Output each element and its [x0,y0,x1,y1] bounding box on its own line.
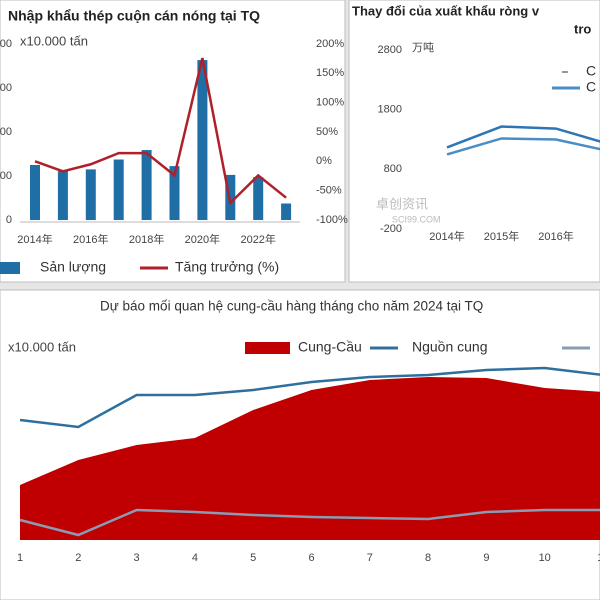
bar [57,171,68,220]
y2-tick-label: -100% [316,214,348,226]
bar [30,165,40,220]
watermark: SCI99.COM [392,214,441,224]
x-tick-label: 10 [539,552,551,564]
x-tick-label: 4 [192,552,198,564]
y2-tick-label: 150% [316,67,344,79]
x-tick-label: 8 [425,552,431,564]
line [446,125,600,149]
legend-label: Nguồn cung [412,339,488,355]
watermark: 卓创资讯 [376,196,428,211]
y2-tick-label: -50% [316,185,342,197]
x-tick-label: 2016年 [538,229,573,243]
y-axis-unit: x10.000 tấn [8,339,76,354]
y-tick-label: 0 [6,214,12,226]
y2-tick-label: 100% [316,97,344,109]
legend-swatch [245,342,290,354]
x-tick-label: 9 [483,552,489,564]
x-tick-label: 7 [367,552,373,564]
y-tick-label: 800 [0,38,12,50]
bar [197,60,208,221]
x-tick-label: 2 [75,552,81,564]
legend-label: C [586,79,596,95]
chart-title: tro [574,21,591,36]
bar [169,166,180,220]
x-tick-label: 2014年 [17,232,52,246]
x-tick-label: 1 [17,552,23,564]
bar [281,203,292,220]
area [20,377,600,540]
y2-tick-label: 0% [316,155,332,167]
line [446,137,600,156]
y-tick-label: 400 [0,126,12,138]
y-axis-unit: 万吨 [412,41,434,54]
x-tick-label: 2018年 [129,232,164,246]
y2-tick-label: 50% [316,126,338,138]
x-tick-label: 5 [250,552,256,564]
bar [141,150,152,220]
x-tick-label: 6 [308,552,314,564]
legend-swatch [0,262,20,274]
x-tick-label: 3 [134,552,140,564]
x-tick-label: 11 [597,552,600,564]
bar [113,159,124,220]
panel-1 [0,0,346,283]
y-tick-label: 600 [0,82,12,94]
x-tick-label: 2020年 [185,232,220,246]
line [19,366,600,429]
y2-tick-label: 200% [316,38,344,50]
bar [253,177,264,220]
x-tick-label: 2022年 [240,232,275,246]
x-tick-label: 2015年 [484,229,519,243]
chart-title: Nhập khẩu thép cuộn cán nóng tại TQ [8,8,260,24]
bar [85,169,96,220]
y-tick-label: 1800 [378,104,402,116]
x-tick-label: 2016年 [73,232,108,246]
y-tick-label: -200 [380,223,402,235]
legend-label: Tăng trưởng (%) [175,259,279,275]
y-tick-label: 800 [384,163,402,175]
y-tick-label: 2800 [378,44,402,56]
line [34,57,287,206]
line [19,508,600,537]
chart-title: Thay đổi của xuất khẩu ròng v [352,3,540,18]
legend-label: Sản lượng [40,259,106,275]
x-tick-label: 2014年 [429,229,464,243]
y-axis-unit: x10.000 tấn [20,33,88,48]
chart-title: Dự báo mối quan hệ cung-cầu hàng tháng c… [100,299,483,314]
legend-label: C [586,63,596,79]
y-tick-label: 200 [0,170,12,182]
legend-label: Cung-Cầu [298,339,362,355]
